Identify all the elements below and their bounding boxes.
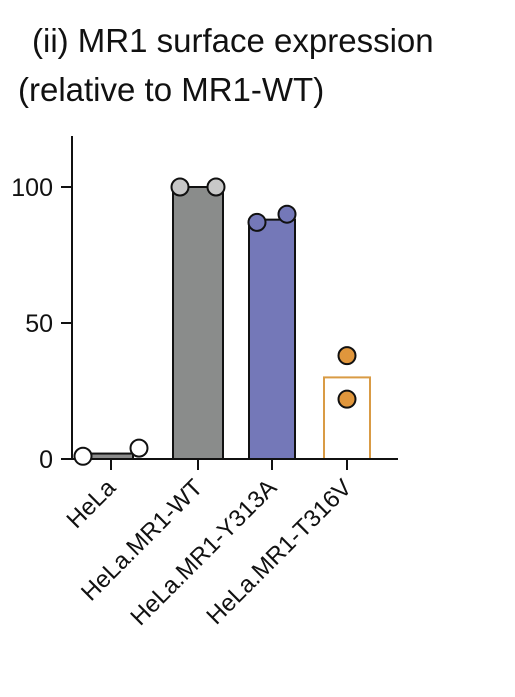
data-point-3-1 <box>337 389 357 409</box>
plot-area: 050100HeLaHeLa.MR1-WTHeLa.MR1-Y313AHeLa.… <box>11 136 398 631</box>
data-point-2-0 <box>247 212 267 232</box>
data-point-1-0 <box>170 177 190 197</box>
data-point-3-0 <box>337 346 357 366</box>
bar-3 <box>323 376 371 460</box>
chart-title-line-2: (relative to MR1-WT) <box>18 71 324 108</box>
y-tick-label-0: 0 <box>39 446 53 474</box>
x-tick-label-3: HeLa.MR1-T316V <box>201 474 357 630</box>
data-point-0-0 <box>73 446 93 466</box>
bar-1 <box>172 186 224 460</box>
data-point-1-1 <box>206 177 226 197</box>
chart-title-line-1: (ii) MR1 surface expression <box>32 22 434 59</box>
x-tick-label-0: HeLa <box>62 474 122 534</box>
bar-2 <box>248 218 296 460</box>
data-point-2-1 <box>277 204 297 224</box>
y-tick-label-1: 50 <box>25 310 53 338</box>
data-point-0-1 <box>129 438 149 458</box>
y-tick-label-2: 100 <box>11 174 53 202</box>
